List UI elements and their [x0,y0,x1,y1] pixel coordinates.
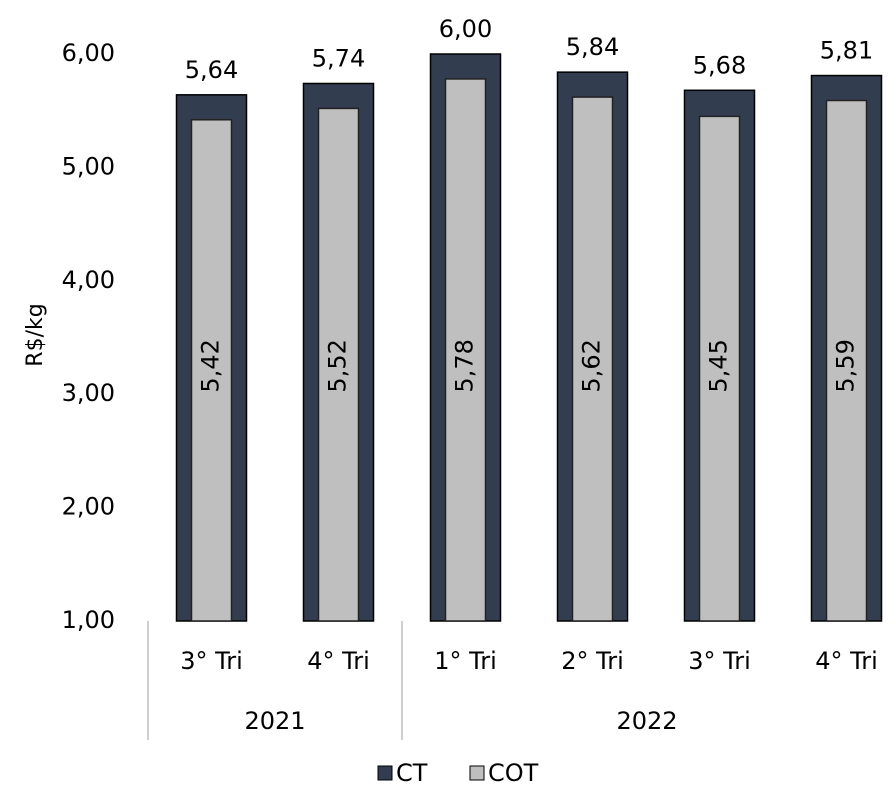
x-tick-label: 3° Tri [180,647,243,675]
bar [317,107,360,622]
data-label: 5,68 [693,51,746,79]
group-label: 2021 [244,707,305,735]
legend-swatch [377,765,393,781]
data-label: 5,62 [578,339,606,392]
data-label: 5,78 [451,339,479,392]
legend-label: COT [488,759,539,785]
legend-label: CT [396,759,428,785]
bar [190,119,233,622]
bar [698,115,741,622]
data-label: 5,59 [832,339,860,392]
x-tick-label: 4° Tri [815,647,878,675]
y-tick-label: 2,00 [62,493,115,521]
y-tick-label: 6,00 [62,39,115,67]
data-label: 5,84 [566,33,619,61]
bar [571,96,614,622]
x-tick-label: 3° Tri [688,647,751,675]
y-tick-label: 1,00 [62,606,115,634]
bar [825,99,868,622]
x-tick-label: 2° Tri [561,647,624,675]
legend-swatch [469,765,485,781]
data-label: 5,64 [185,56,238,84]
data-label: 5,74 [312,44,365,72]
bar [444,78,487,622]
y-axis-label: R$/kg [23,303,48,366]
group-label: 2022 [616,707,677,735]
y-tick-label: 4,00 [62,266,115,294]
y-tick-label: 3,00 [62,379,115,407]
x-tick-label: 4° Tri [307,647,370,675]
data-label: 5,42 [197,339,225,392]
x-tick-label: 1° Tri [434,647,497,675]
y-tick-label: 5,00 [62,152,115,180]
data-label: 5,52 [324,339,352,392]
data-label: 5,81 [820,37,873,65]
data-label: 6,00 [439,15,492,43]
data-label: 5,45 [705,339,733,392]
